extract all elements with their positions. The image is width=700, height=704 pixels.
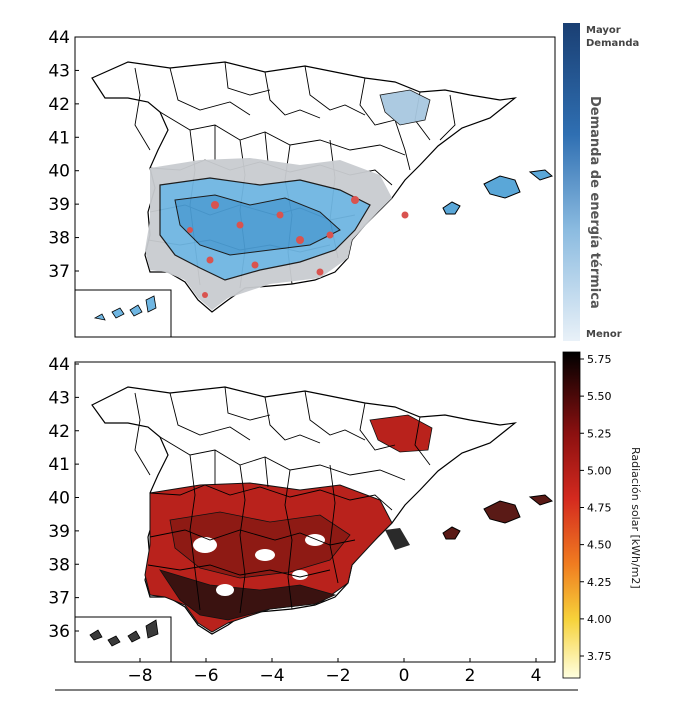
bottom-y-tick-label: 44 [48,355,70,375]
bottom-province-borders [134,386,431,614]
top-y-tick-label: 43 [48,61,70,81]
colorbar-tick-label: 5.25 [587,427,612,440]
colorbar-tick-label: 4.25 [587,576,612,589]
bottom-y-tick-label: 43 [48,388,70,408]
top-y-axis: 44 43 42 41 40 39 38 37 [48,28,79,282]
top-colorbar-high-label-2: Demanda [586,38,639,49]
bottom-y-tick-label: 41 [48,455,70,475]
top-y-tick-label: 41 [48,128,70,148]
bottom-y-tick-label: 38 [48,555,70,575]
bottom-x-axis: −8 −6 −4 −2 0 2 4 [127,658,541,686]
bottom-x-tick-label: 4 [531,666,542,686]
bottom-x-tick-label: −2 [325,666,350,686]
colorbar-tick-label: 5.50 [587,390,612,403]
top-colorbar-high-label-1: Mayor [586,25,621,36]
bottom-x-tick-label: −6 [193,666,218,686]
bottom-canary-islands [89,619,159,647]
top-hotspots [187,196,409,298]
colorbar-tick-label: 3.75 [587,650,612,663]
bottom-x-tick-label: 0 [399,666,410,686]
top-colorbar-low-label: Menor [586,329,622,340]
bottom-colorbar-title: Radiación solar [kWh/m2] [629,447,642,589]
top-y-tick-label: 42 [48,95,70,115]
top-y-tick-label: 37 [48,262,70,282]
bottom-x-tick-label: −4 [259,666,284,686]
bottom-y-axis: 44 43 42 41 40 39 38 37 36 [48,355,79,642]
colorbar-tick-label: 5.00 [587,464,612,477]
top-inset-box [74,289,172,338]
top-y-tick-label: 40 [48,162,70,182]
bottom-radiation-regions [144,414,553,633]
top-colorbar-title: Demanda de energía térmica [587,96,602,309]
bottom-y-tick-label: 39 [48,522,70,542]
top-balearic-islands [442,169,553,215]
top-panel: 44 43 42 41 40 39 38 37 Mayor Demanda Menor Dem… [48,23,639,341]
bottom-y-tick-label: 40 [48,489,70,509]
bottom-colorbar-ticks: 5.75 5.50 5.25 5.00 4.75 4.50 4.25 4.00 3.75 [580,353,612,663]
colorbar-tick-label: 5.75 [587,353,612,366]
colorbar-tick-label: 4.00 [587,613,612,626]
top-y-tick-label: 38 [48,229,70,249]
top-colorbar [563,23,580,341]
bottom-y-tick-label: 42 [48,422,70,442]
bottom-y-tick-label: 37 [48,589,70,609]
colorbar-tick-label: 4.75 [587,502,612,515]
top-canary-islands [93,295,157,321]
top-y-tick-label: 44 [48,28,70,48]
bottom-colorbar [562,351,581,679]
bottom-x-tick-label: 2 [465,666,476,686]
colorbar-tick-label: 4.50 [587,539,612,552]
bottom-x-tick-label: −8 [127,666,152,686]
bottom-y-tick-label: 36 [48,622,70,642]
bottom-inset-box [74,616,172,663]
top-y-tick-label: 39 [48,195,70,215]
